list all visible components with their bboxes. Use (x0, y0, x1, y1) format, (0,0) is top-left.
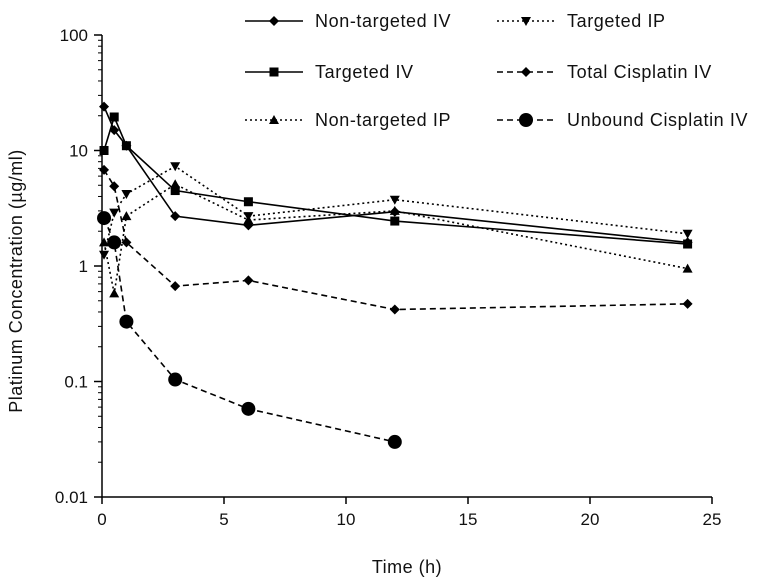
square-marker (269, 67, 279, 77)
legend: Non-targeted IV Targeted IV Non-targeted I… (245, 11, 748, 130)
circle-marker (387, 434, 402, 449)
diamond-marker (170, 281, 181, 292)
y-axis-title: Platinum Concentration (µg/ml) (6, 149, 26, 412)
legend-label: Total Cisplatin IV (567, 62, 712, 82)
triangle-up-marker (269, 115, 279, 124)
legend-item: Unbound Cisplatin IV (497, 110, 748, 130)
y-axis-ticks: 0.01 0.1 1 10 100 (55, 26, 102, 507)
series-group (99, 162, 693, 260)
legend-item: Targeted IP (497, 11, 666, 31)
diamond-marker (682, 298, 693, 309)
diamond-marker (243, 275, 254, 286)
circle-marker (168, 372, 183, 387)
square-marker (121, 141, 131, 151)
series-group (99, 164, 693, 315)
diamond-marker (521, 67, 531, 77)
square-marker (109, 112, 119, 122)
x-tick-label: 10 (337, 510, 356, 529)
circle-marker (119, 314, 134, 329)
x-axis-title: Time (h) (372, 557, 442, 577)
x-tick-label: 5 (219, 510, 228, 529)
circle-marker (241, 401, 256, 416)
series-group (99, 112, 693, 249)
triangle-down-marker (170, 162, 181, 172)
legend-item: Targeted IV (245, 62, 414, 82)
legend-label: Targeted IV (315, 62, 414, 82)
diamond-marker (269, 16, 279, 26)
square-marker (99, 146, 109, 155)
x-tick-label: 20 (581, 510, 600, 529)
triangle-up-marker (109, 288, 120, 298)
triangle-down-marker (243, 212, 254, 222)
triangle-down-marker (389, 195, 400, 205)
diamond-marker (99, 101, 110, 112)
circle-marker (107, 235, 122, 250)
square-marker (390, 216, 400, 226)
series-group (97, 211, 402, 449)
legend-label: Non-targeted IV (315, 11, 451, 31)
x-axis-ticks: 0 5 10 15 20 25 (97, 497, 721, 529)
circle-marker (519, 113, 533, 127)
axes: 0 5 10 15 20 25 0.01 0.1 1 10 100 Time (h) Platin… (6, 26, 721, 577)
plot-area (97, 101, 693, 449)
triangle-up-marker (121, 211, 132, 221)
diamond-marker (121, 237, 132, 248)
legend-label: Non-targeted IP (315, 110, 451, 130)
x-tick-label: 25 (703, 510, 722, 529)
square-marker (243, 197, 253, 207)
x-tick-label: 15 (459, 510, 478, 529)
triangle-down-marker (121, 190, 132, 200)
legend-item: Non-targeted IP (245, 110, 451, 130)
legend-label: Unbound Cisplatin IV (567, 110, 748, 130)
triangle-up-marker (682, 263, 693, 273)
diamond-marker (170, 211, 181, 222)
square-marker (170, 186, 180, 196)
y-tick-label: 0.01 (55, 488, 88, 507)
y-tick-label: 10 (69, 142, 88, 161)
legend-item: Total Cisplatin IV (497, 62, 712, 82)
legend-item: Non-targeted IV (245, 11, 451, 31)
triangle-down-marker (99, 250, 110, 260)
y-tick-label: 100 (60, 26, 88, 45)
triangle-down-marker (109, 208, 120, 218)
triangle-down-marker (521, 17, 531, 26)
y-tick-label: 1 (79, 257, 88, 276)
circle-marker (97, 211, 112, 226)
triangle-up-marker (389, 205, 400, 215)
triangle-down-marker (682, 229, 693, 239)
y-tick-label: 0.1 (64, 373, 88, 392)
legend-label: Targeted IP (567, 11, 666, 31)
square-marker (683, 239, 693, 249)
diamond-marker (99, 164, 110, 175)
x-tick-label: 0 (97, 510, 106, 529)
series-line (103, 169, 688, 311)
diamond-marker (109, 181, 120, 192)
triangle-up-marker (170, 179, 181, 189)
diamond-marker (389, 304, 400, 315)
